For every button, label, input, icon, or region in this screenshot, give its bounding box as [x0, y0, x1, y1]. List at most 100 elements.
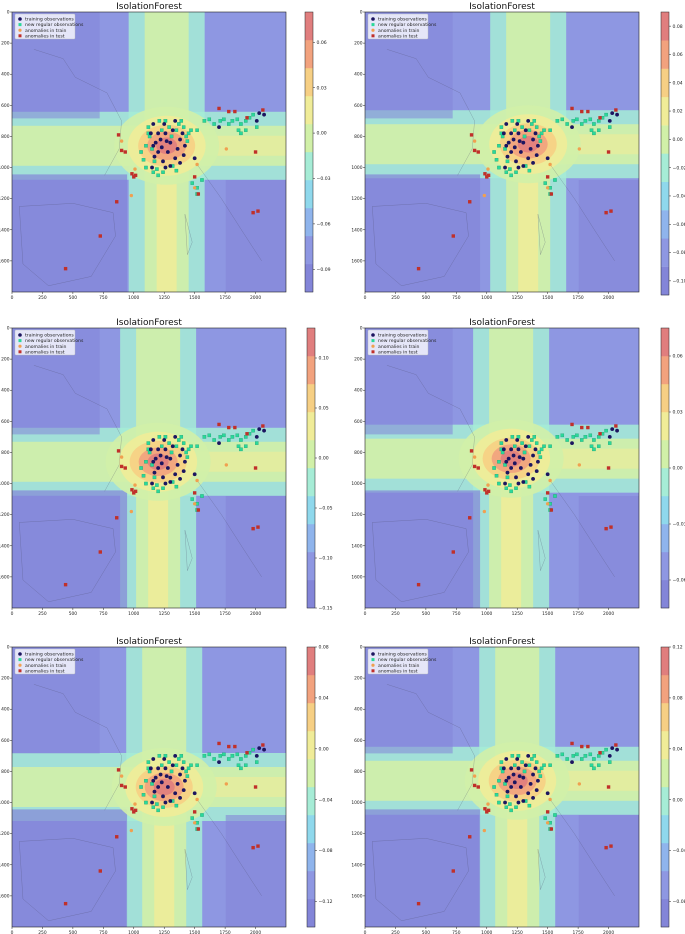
new-regular-observation-point	[167, 441, 171, 445]
anomaly-in-test-point	[614, 108, 618, 112]
legend-label: anomalies in train	[25, 344, 66, 350]
training-observation-point	[516, 447, 521, 452]
heatmap-area	[12, 328, 286, 608]
x-tick-label: 1250	[512, 611, 523, 617]
coastline	[184, 214, 193, 255]
colorbar-segment	[661, 238, 669, 267]
x-tick-label: 1750	[573, 930, 584, 934]
heatmap-band	[501, 482, 522, 608]
anomaly-in-test-point	[245, 751, 249, 755]
colorbar-tick-label: 0.05	[319, 406, 329, 412]
training-observation-point	[159, 145, 164, 150]
x-tick-label: 1250	[159, 295, 170, 301]
new-regular-observation-point	[560, 433, 565, 438]
y-tick-label: 600	[354, 103, 363, 109]
new-regular-observation-point	[571, 119, 575, 123]
y-tick-label: 600	[1, 738, 10, 744]
coastline	[196, 799, 262, 896]
colorbar-segment	[661, 647, 669, 676]
anomaly-in-test-point	[545, 491, 550, 495]
y-tick-label: 0	[7, 10, 10, 16]
legend-box	[14, 648, 76, 675]
training-observation-point	[162, 122, 167, 126]
new-regular-observation-point	[604, 428, 608, 433]
colorbar-frame	[306, 327, 316, 609]
anomaly-in-test-point	[570, 422, 574, 427]
colorbar-segment	[307, 787, 315, 816]
legend-label: new regular observations	[25, 657, 84, 663]
anomaly-in-test-point	[486, 489, 491, 494]
anomaly-in-train-point	[545, 821, 550, 825]
training-observation-point	[516, 131, 521, 136]
x-tick-label: 0	[11, 611, 14, 617]
training-observation-point	[615, 428, 619, 433]
x-tick-label: 750	[99, 930, 108, 934]
anomaly-in-train-point	[482, 828, 487, 833]
new-regular-observation-point	[494, 793, 499, 797]
anomaly-in-test-point	[63, 266, 68, 271]
new-regular-observation-point	[589, 444, 594, 448]
legend-marker	[371, 669, 375, 673]
anomaly-in-test-point	[598, 116, 602, 120]
isolation-forest-panel: IsolationForest 0 250 500 750 1000 1250 1500 175…	[351, 318, 640, 617]
training-observation-point	[534, 153, 539, 158]
colorbar-segment	[661, 468, 669, 497]
new-regular-observation-point	[195, 763, 199, 767]
anomaly-in-test-point	[119, 148, 124, 153]
training-observation-point	[536, 778, 540, 783]
heatmap-band	[507, 801, 528, 927]
new-regular-observation-point	[212, 757, 216, 761]
new-regular-observation-point	[534, 441, 539, 445]
legend-marker	[371, 34, 375, 38]
training-observation-point	[534, 469, 539, 474]
training-observation-point	[545, 791, 550, 796]
colorbar-segment	[661, 899, 669, 928]
new-regular-observation-point	[244, 754, 248, 758]
legend-marker	[18, 23, 22, 27]
colorbar: 0.08 0.06 0.04 0.02 0.00 −0.02 −0.04 −0.06 −0.08…	[660, 11, 685, 296]
colorbar-tick-label: −0.06	[673, 578, 685, 584]
x-tick-label: 1250	[159, 611, 170, 617]
legend-label: new regular observations	[378, 657, 437, 663]
new-regular-observation-point	[492, 785, 496, 789]
anomaly-in-test-point	[115, 835, 119, 839]
training-observation-point	[158, 137, 163, 142]
legend-label: anomalies in train	[378, 344, 419, 350]
training-observation-point	[521, 480, 526, 484]
colorbar: 0.06 0.03 0.00 −0.03 −0.06	[660, 327, 685, 609]
new-regular-observation-point	[151, 805, 156, 809]
colorbar-segment	[661, 703, 669, 732]
y-tick-label: 1600	[351, 258, 362, 264]
new-regular-observation-point	[499, 125, 504, 129]
anomaly-in-test-point	[63, 901, 68, 906]
new-regular-observation-point	[571, 754, 575, 758]
y-tick-label: 1400	[351, 227, 362, 233]
new-regular-observation-point	[169, 769, 174, 774]
anomaly-in-test-point	[116, 768, 121, 772]
training-observation-point	[526, 791, 531, 796]
anomaly-in-test-point	[486, 173, 491, 178]
anomaly-in-test-point	[217, 741, 221, 746]
new-regular-observation-point	[146, 125, 151, 129]
heatmap-band	[148, 482, 169, 608]
training-observation-point	[181, 469, 186, 474]
anomaly-in-test-point	[416, 582, 421, 587]
new-regular-observation-point	[560, 117, 565, 122]
anomaly-in-test-point	[256, 844, 260, 848]
new-regular-observation-point	[181, 125, 186, 129]
new-regular-observation-point	[553, 494, 557, 498]
heatmap-band	[156, 166, 177, 292]
anomaly-in-test-point	[217, 106, 221, 111]
colorbar-segment	[661, 787, 669, 816]
legend-label: anomalies in train	[25, 28, 66, 34]
anomaly-in-test-point	[116, 449, 121, 453]
new-regular-observation-point	[147, 450, 152, 455]
colorbar-tick-label: 0.03	[317, 85, 327, 91]
anomaly-in-test-point	[606, 150, 611, 154]
training-observation-point	[156, 447, 161, 452]
new-regular-observation-point	[174, 803, 179, 808]
x-tick-label: 1500	[189, 295, 200, 301]
panel-title: IsolationForest	[116, 637, 182, 647]
new-regular-observation-point	[608, 125, 612, 129]
new-regular-observation-point	[169, 134, 174, 139]
